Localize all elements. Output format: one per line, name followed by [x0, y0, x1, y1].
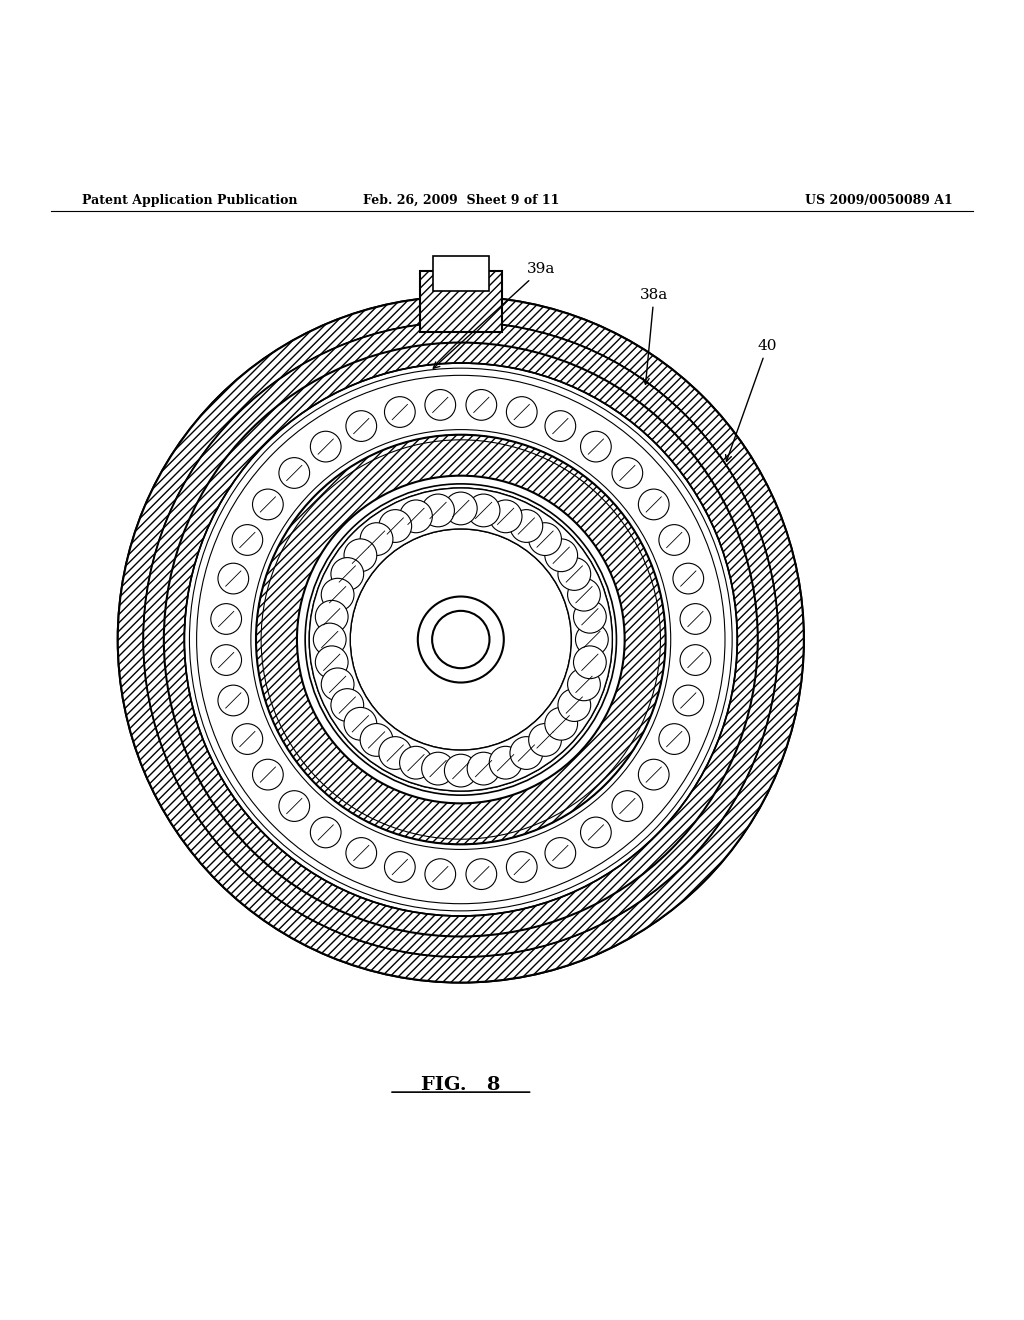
Circle shape	[211, 603, 242, 635]
Circle shape	[331, 557, 364, 590]
Circle shape	[658, 723, 689, 755]
Circle shape	[310, 817, 341, 847]
Circle shape	[528, 523, 561, 556]
Text: 38a: 38a	[640, 288, 669, 384]
Wedge shape	[143, 322, 778, 957]
Circle shape	[322, 578, 354, 611]
Circle shape	[612, 791, 643, 821]
Circle shape	[384, 397, 415, 428]
Circle shape	[581, 432, 611, 462]
Circle shape	[232, 524, 263, 556]
Circle shape	[507, 397, 538, 428]
Circle shape	[573, 645, 606, 678]
Circle shape	[422, 494, 455, 527]
Circle shape	[310, 432, 341, 462]
Bar	[420, 271, 502, 333]
Circle shape	[297, 475, 625, 804]
Bar	[420, 271, 502, 333]
Circle shape	[680, 644, 711, 676]
Circle shape	[322, 668, 354, 701]
Circle shape	[489, 500, 522, 533]
Circle shape	[673, 685, 703, 715]
Wedge shape	[118, 297, 804, 982]
Text: US 2009/0050089 A1: US 2009/0050089 A1	[805, 194, 952, 207]
Circle shape	[466, 859, 497, 890]
Circle shape	[573, 601, 606, 634]
Bar	[432, 256, 489, 292]
Circle shape	[575, 623, 608, 656]
Circle shape	[425, 389, 456, 420]
Circle shape	[658, 524, 689, 556]
Circle shape	[545, 708, 578, 741]
Circle shape	[638, 490, 669, 520]
Circle shape	[315, 645, 348, 678]
Circle shape	[344, 539, 377, 572]
Circle shape	[399, 746, 432, 779]
Circle shape	[612, 458, 643, 488]
Circle shape	[418, 597, 504, 682]
Circle shape	[581, 817, 611, 847]
Circle shape	[545, 838, 575, 869]
Circle shape	[379, 737, 412, 770]
Circle shape	[379, 510, 412, 543]
Circle shape	[510, 737, 543, 770]
Circle shape	[218, 564, 249, 594]
Circle shape	[211, 644, 242, 676]
Circle shape	[680, 603, 711, 635]
Circle shape	[507, 851, 538, 882]
Wedge shape	[309, 488, 612, 791]
Circle shape	[432, 611, 489, 668]
Circle shape	[399, 500, 432, 533]
Text: FIG.   8: FIG. 8	[421, 1076, 501, 1094]
Circle shape	[467, 752, 500, 785]
Circle shape	[346, 411, 377, 441]
Circle shape	[567, 668, 600, 701]
Circle shape	[346, 838, 377, 869]
Circle shape	[425, 859, 456, 890]
Circle shape	[422, 752, 455, 785]
Circle shape	[360, 523, 393, 556]
Circle shape	[256, 434, 666, 845]
Circle shape	[313, 623, 346, 656]
Circle shape	[489, 746, 522, 779]
Circle shape	[253, 759, 284, 789]
Text: Patent Application Publication: Patent Application Publication	[82, 194, 297, 207]
Text: 40: 40	[726, 339, 777, 462]
Circle shape	[360, 723, 393, 756]
Circle shape	[567, 578, 600, 611]
Circle shape	[279, 458, 309, 488]
Circle shape	[253, 490, 284, 520]
Circle shape	[558, 689, 591, 722]
Text: 39a: 39a	[433, 261, 556, 368]
Circle shape	[528, 723, 561, 756]
Circle shape	[218, 685, 249, 715]
Circle shape	[510, 510, 543, 543]
Circle shape	[444, 754, 477, 787]
Circle shape	[558, 557, 591, 590]
Circle shape	[545, 411, 575, 441]
Circle shape	[467, 494, 500, 527]
Text: Feb. 26, 2009  Sheet 9 of 11: Feb. 26, 2009 Sheet 9 of 11	[362, 194, 559, 207]
Circle shape	[232, 723, 263, 755]
Circle shape	[384, 851, 415, 882]
Circle shape	[279, 791, 309, 821]
Circle shape	[344, 708, 377, 741]
Circle shape	[444, 492, 477, 525]
Circle shape	[545, 539, 578, 572]
Circle shape	[331, 689, 364, 722]
Circle shape	[466, 389, 497, 420]
Circle shape	[315, 601, 348, 634]
Circle shape	[638, 759, 669, 789]
Circle shape	[673, 564, 703, 594]
